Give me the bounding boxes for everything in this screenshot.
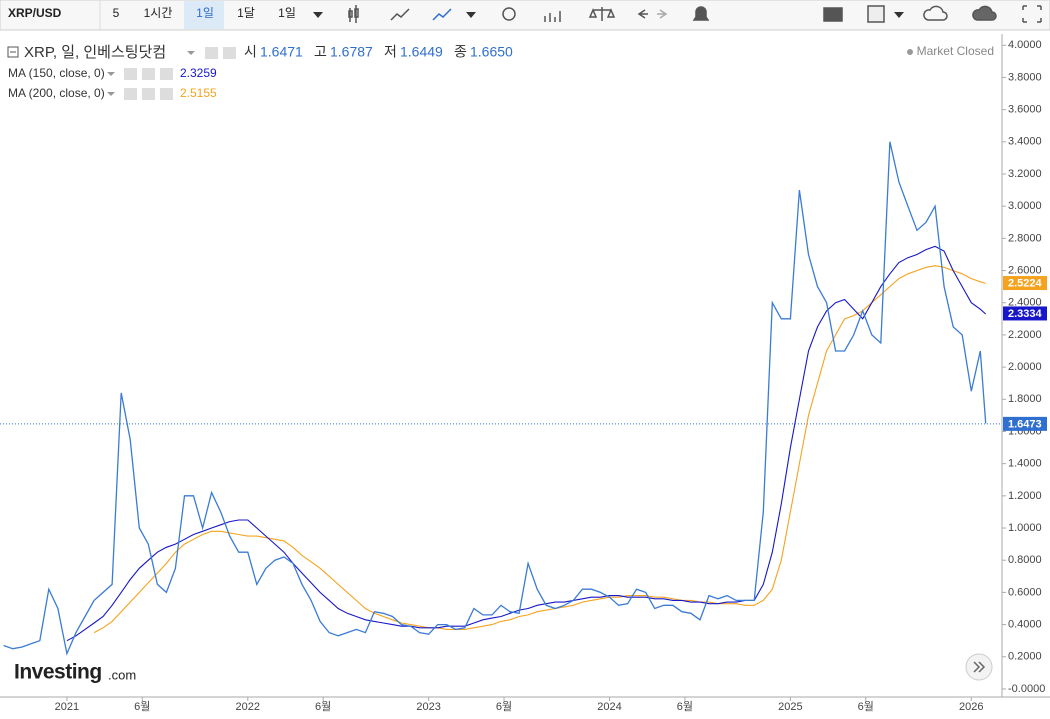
icon-line[interactable] bbox=[390, 8, 410, 21]
x-tick-label: 2023 bbox=[416, 701, 440, 713]
x-tick-label: 2025 bbox=[778, 701, 802, 713]
y-tick-label: 0.4000 bbox=[1008, 618, 1042, 630]
icon-fullscreen[interactable] bbox=[1022, 5, 1042, 23]
icon-cloud-down[interactable] bbox=[923, 5, 948, 21]
legend-dropdown bbox=[107, 92, 115, 96]
price-badge bbox=[1003, 416, 1047, 431]
y-tick-label: 2.8000 bbox=[1008, 232, 1042, 244]
legend-value: 2.5155 bbox=[180, 86, 217, 100]
legend-label: MA (150, close, 0) bbox=[8, 66, 105, 80]
icon-compare[interactable] bbox=[588, 7, 616, 21]
y-tick-label: 1.2000 bbox=[1008, 490, 1042, 502]
icon-color[interactable] bbox=[867, 5, 885, 23]
legend-label: MA (200, close, 0) bbox=[8, 86, 105, 100]
button[interactable]: 1시간 bbox=[144, 6, 173, 20]
legend-icon bbox=[160, 68, 173, 80]
legend-icon bbox=[142, 88, 155, 100]
x-tick-label: 2026 bbox=[959, 701, 983, 713]
y-tick-label: 0.2000 bbox=[1008, 651, 1042, 663]
price-badge bbox=[1003, 276, 1047, 291]
y-tick-label: 2.4000 bbox=[1008, 297, 1042, 309]
price-badge-label: 2.5224 bbox=[1008, 277, 1043, 289]
legend-icon bbox=[124, 68, 137, 80]
y-tick-label: 0.6000 bbox=[1008, 586, 1042, 598]
logo: Investing bbox=[14, 661, 102, 684]
price-badge-label: 1.6473 bbox=[1008, 418, 1042, 430]
y-tick-label: 0.8000 bbox=[1008, 554, 1042, 566]
ohlc-label: 시 bbox=[244, 44, 257, 60]
y-tick-label: 2.0000 bbox=[1008, 361, 1042, 373]
price-badge-label: 2.3334 bbox=[1008, 308, 1043, 320]
y-tick-label: 2.6000 bbox=[1008, 264, 1042, 276]
logo-suffix: .com bbox=[108, 667, 136, 682]
ohlc-value: 1.6471 bbox=[260, 44, 303, 60]
y-tick-label: 1.0000 bbox=[1008, 522, 1042, 534]
legend-icon bbox=[205, 47, 218, 59]
icon-undo[interactable] bbox=[637, 9, 648, 19]
legend-value: 2.3259 bbox=[180, 66, 217, 80]
toolbar: XRP/USD 5 1시간 1일 1달 1일 bbox=[0, 0, 1050, 31]
series-line bbox=[3, 141, 987, 656]
y-tick-label: 1.4000 bbox=[1008, 458, 1042, 470]
y-tick-label: 3.2000 bbox=[1008, 168, 1042, 180]
x-tick-label: 6월 bbox=[677, 700, 693, 713]
toolbar-icons bbox=[348, 5, 1042, 23]
collapse[interactable] bbox=[7, 46, 19, 58]
x-tick-label: 6월 bbox=[858, 700, 874, 713]
icon-settings[interactable] bbox=[502, 7, 516, 21]
icon-area[interactable] bbox=[432, 8, 452, 21]
y-tick-label: 3.6000 bbox=[1008, 104, 1042, 116]
icon-cloud-up[interactable] bbox=[972, 5, 997, 21]
x-tick-label: 6월 bbox=[315, 700, 331, 713]
x-tick-label: 2024 bbox=[597, 701, 621, 713]
legend: XRP, 일, 인베스팅닷컴 Market Closed bbox=[7, 44, 994, 61]
chart-title: XRP, 일, 인베스팅닷컴 bbox=[24, 44, 166, 61]
market-status: Market Closed bbox=[917, 44, 994, 58]
icon-candles[interactable] bbox=[348, 5, 359, 23]
dropdown[interactable] bbox=[466, 12, 476, 18]
icon-alert[interactable] bbox=[692, 6, 710, 21]
status-dot bbox=[907, 49, 913, 55]
legend-icon bbox=[223, 47, 236, 59]
ohlc-value: 1.6650 bbox=[470, 44, 513, 60]
icon-indicators[interactable] bbox=[544, 11, 561, 22]
ohlc-value: 1.6449 bbox=[400, 44, 443, 60]
legend-icon bbox=[124, 88, 137, 100]
ohlc-label: 종 bbox=[454, 44, 467, 60]
series-line bbox=[93, 265, 986, 634]
button[interactable]: 1일 bbox=[278, 6, 296, 20]
x-tick-label: 6월 bbox=[496, 700, 512, 713]
icon-camera[interactable] bbox=[823, 7, 843, 22]
icon-redo[interactable] bbox=[657, 9, 668, 19]
y-tick-label: 4.0000 bbox=[1008, 39, 1042, 51]
y-tick-label: 1.8000 bbox=[1008, 393, 1042, 405]
button[interactable]: 1일 bbox=[196, 6, 214, 20]
symbol[interactable]: XRP/USD bbox=[8, 6, 62, 20]
y-tick-label: 3.8000 bbox=[1008, 71, 1042, 83]
legend-icon bbox=[142, 68, 155, 80]
ohlc-value: 1.6787 bbox=[330, 44, 373, 60]
legend-dropdown bbox=[107, 72, 115, 76]
ohlc-label: 고 bbox=[314, 44, 327, 60]
x-tick-label: 2022 bbox=[236, 701, 260, 713]
active-button bbox=[184, 1, 224, 29]
price-badge bbox=[1003, 306, 1047, 321]
y-tick-label: 2.2000 bbox=[1008, 329, 1042, 341]
y-tick-label: 3.4000 bbox=[1008, 136, 1042, 148]
button[interactable]: 1달 bbox=[237, 6, 255, 20]
legend-icon bbox=[160, 88, 173, 100]
x-tick-label: 2021 bbox=[55, 701, 79, 713]
ohlc-label: 저 bbox=[384, 44, 397, 60]
y-tick-label: 3.0000 bbox=[1008, 200, 1042, 212]
button[interactable]: 5 bbox=[113, 6, 120, 20]
x-tick-label: 6월 bbox=[134, 700, 150, 713]
y-tick-label: -0.0000 bbox=[1008, 683, 1045, 695]
scroll-icon bbox=[973, 661, 986, 673]
dropdown[interactable] bbox=[894, 12, 904, 18]
series-line bbox=[66, 245, 987, 642]
legend-dropdown bbox=[187, 51, 195, 55]
dropdown[interactable] bbox=[313, 12, 323, 18]
